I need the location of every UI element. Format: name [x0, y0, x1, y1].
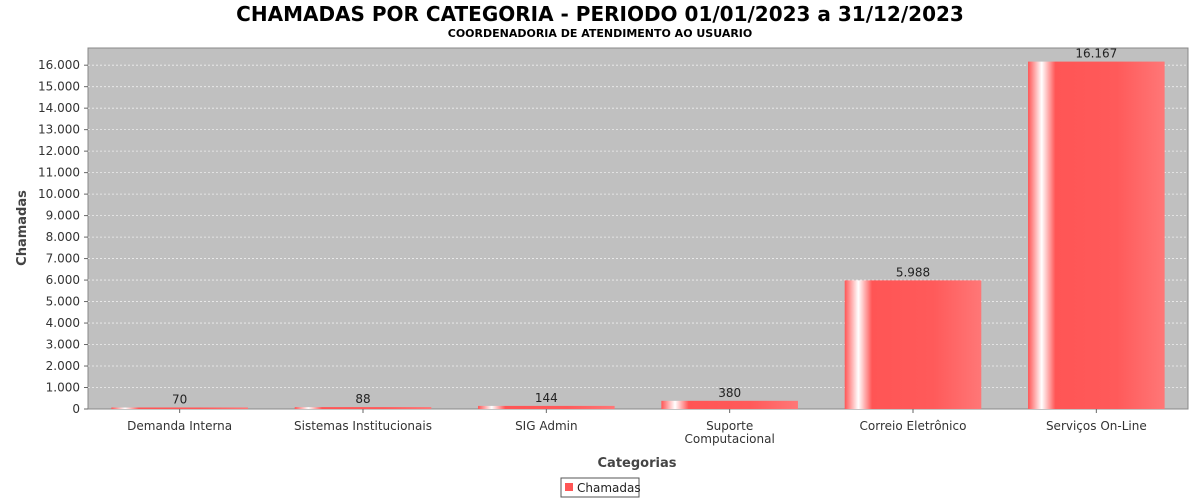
- x-axis-ticks: Demanda Interna Sistemas Institucionais SI…: [127, 409, 1147, 446]
- bar: [294, 407, 432, 409]
- legend-label: Chamadas: [577, 481, 641, 495]
- bar-value-label: 5.988: [896, 265, 930, 279]
- legend-box: [560, 477, 640, 498]
- y-tick-label: 14.000: [38, 101, 80, 115]
- y-tick-label: 0: [72, 402, 80, 416]
- chart-title: CHAMADAS POR CATEGORIA - PERIODO 01/01/2…: [236, 2, 964, 26]
- bar: [661, 400, 798, 409]
- bar-value-label: 16.167: [1075, 47, 1117, 61]
- y-tick-label: 2.000: [46, 359, 80, 373]
- bar-value-label: 380: [718, 386, 741, 400]
- y-axis-label: Chamadas: [15, 190, 30, 266]
- x-axis-label: Categorias: [598, 456, 677, 471]
- bar-value-label: 70: [172, 392, 187, 406]
- x-tick-label: Serviços On-Line: [1046, 419, 1147, 433]
- grid-lines: [88, 64, 1188, 388]
- y-tick-label: 9.000: [46, 209, 80, 223]
- y-tick-label: 11.000: [38, 166, 80, 180]
- bar: [478, 405, 615, 409]
- bar-value-label: 88: [355, 392, 370, 406]
- y-tick-label: 12.000: [38, 144, 80, 158]
- bar-value-labels: 70 88 144 380 5.988 16.167: [172, 47, 1117, 407]
- y-tick-label: 1.000: [46, 381, 80, 395]
- y-tick-label: 16.000: [38, 58, 80, 72]
- x-tick-label: SIG Admin: [515, 419, 578, 433]
- x-tick-label: Sistemas Institucionais: [294, 419, 432, 433]
- x-tick-label: Correio Eletrônico: [860, 419, 967, 433]
- x-tick-label: Suporte: [706, 419, 753, 433]
- bar: [1028, 61, 1165, 410]
- y-tick-label: 15.000: [38, 80, 80, 94]
- bar: [844, 280, 982, 409]
- y-axis-ticks: 0 1.000 2.000 3.000 4.000 5.000 6.000 7.000 8.00…: [38, 58, 88, 416]
- bar-value-label: 144: [535, 391, 558, 405]
- y-tick-label: 5.000: [46, 295, 80, 309]
- x-tick-label: Demanda Interna: [127, 419, 232, 433]
- legend: Chamadas: [560, 477, 641, 498]
- y-tick-label: 7.000: [46, 252, 80, 266]
- plot-area: [87, 47, 1189, 410]
- chart-subtitle: COORDENADORIA DE ATENDIMENTO AO USUARIO: [448, 27, 753, 40]
- y-tick-label: 13.000: [38, 123, 80, 137]
- x-tick-label: Computacional: [685, 432, 775, 446]
- y-tick-label: 6.000: [46, 273, 80, 287]
- bars: [111, 61, 1165, 410]
- bar: [111, 407, 248, 409]
- y-tick-label: 4.000: [46, 316, 80, 330]
- y-tick-label: 10.000: [38, 187, 80, 201]
- y-tick-label: 8.000: [46, 230, 80, 244]
- y-tick-label: 3.000: [46, 338, 80, 352]
- legend-swatch: [565, 483, 573, 491]
